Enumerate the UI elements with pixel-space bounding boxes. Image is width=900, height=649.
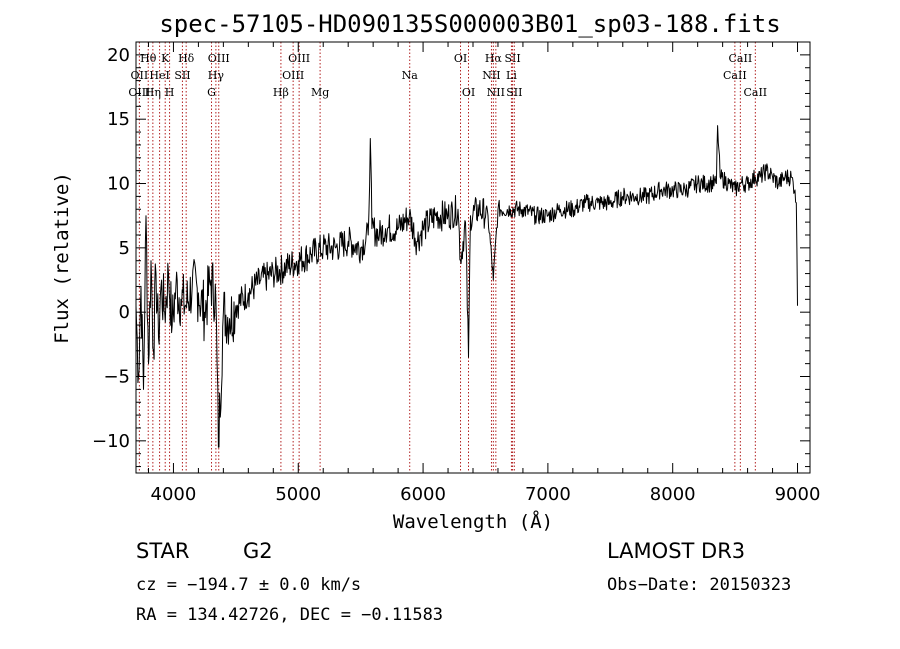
line-marker-label: Mg (311, 86, 329, 99)
line-marker-label: SII (504, 52, 520, 65)
line-marker-label: NII (482, 69, 500, 82)
x-tick-label: 7000 (525, 484, 571, 505)
line-marker-label: G (207, 86, 216, 99)
observation-date: Obs−Date: 20150323 (607, 575, 791, 595)
spectrum-line (135, 125, 798, 448)
x-axis-label: Wavelength (Å) (393, 510, 553, 533)
y-tick-label: 20 (107, 45, 130, 66)
chart-title: spec-57105-HD090135S000003B01_sp03-188.f… (159, 10, 780, 38)
y-tick-label: 5 (119, 238, 130, 259)
line-marker-label: Hη (145, 86, 161, 99)
line-marker-label: Hδ (178, 52, 195, 65)
line-marker-label: CaII (723, 69, 747, 82)
line-marker-label: Hγ (208, 69, 225, 82)
y-tick-label: −5 (103, 367, 130, 388)
x-tick-label: 6000 (400, 484, 446, 505)
y-axis-label: Flux (relative) (51, 172, 73, 344)
x-tick-label: 5000 (275, 484, 321, 505)
sky-coordinates: RA = 134.42726, DEC = −0.11583 (136, 605, 443, 625)
line-marker-label: OIII (208, 52, 230, 65)
line-marker-label: Hα (485, 52, 503, 65)
line-marker-label: OI (454, 52, 467, 65)
survey-name: LAMOST DR3 (607, 539, 745, 563)
line-marker-label: OIII (288, 52, 310, 65)
y-tick-label: −10 (92, 431, 130, 452)
line-marker-label: H (165, 86, 175, 99)
x-tick-label: 8000 (650, 484, 696, 505)
y-tick-label: 15 (107, 109, 130, 130)
object-subclass: G2 (243, 539, 273, 563)
y-tick-label: 10 (107, 174, 130, 195)
x-tick-label: 9000 (775, 484, 821, 505)
line-marker-label: OIII (128, 86, 150, 99)
line-marker-label: OI (462, 86, 475, 99)
line-marker-label: NII (487, 86, 505, 99)
x-axis: 4000 5000 6000 7000 8000 9000 (147, 42, 821, 505)
spectral-line-markers: Hθ OII OIII K HeI Hη SII H Hδ OIII Hγ G OIII OIII Hβ Mg… (128, 42, 767, 473)
line-marker-label: Li (506, 69, 517, 82)
line-marker-label: OII (131, 69, 149, 82)
line-marker-label: CaII (729, 52, 753, 65)
x-tick-label: 4000 (151, 484, 197, 505)
y-tick-label: 0 (119, 302, 130, 323)
line-marker-label: HeI (149, 69, 169, 82)
line-marker-label: SII (506, 86, 522, 99)
plot-frame (135, 41, 811, 474)
line-marker-label: CaII (743, 86, 767, 99)
object-class: STAR (136, 539, 189, 563)
line-marker-label: Na (402, 69, 419, 82)
line-marker-label: K (161, 52, 170, 65)
y-axis: −10 −5 0 5 10 15 20 (92, 45, 810, 468)
line-marker-label: OIII (282, 69, 304, 82)
line-marker-label: SII (174, 69, 190, 82)
spectrum-series (135, 125, 798, 448)
line-marker-label: Hβ (273, 86, 289, 99)
line-marker-label: Hθ (140, 52, 157, 65)
redshift-velocity: cz = −194.7 ± 0.0 km/s (136, 575, 361, 595)
